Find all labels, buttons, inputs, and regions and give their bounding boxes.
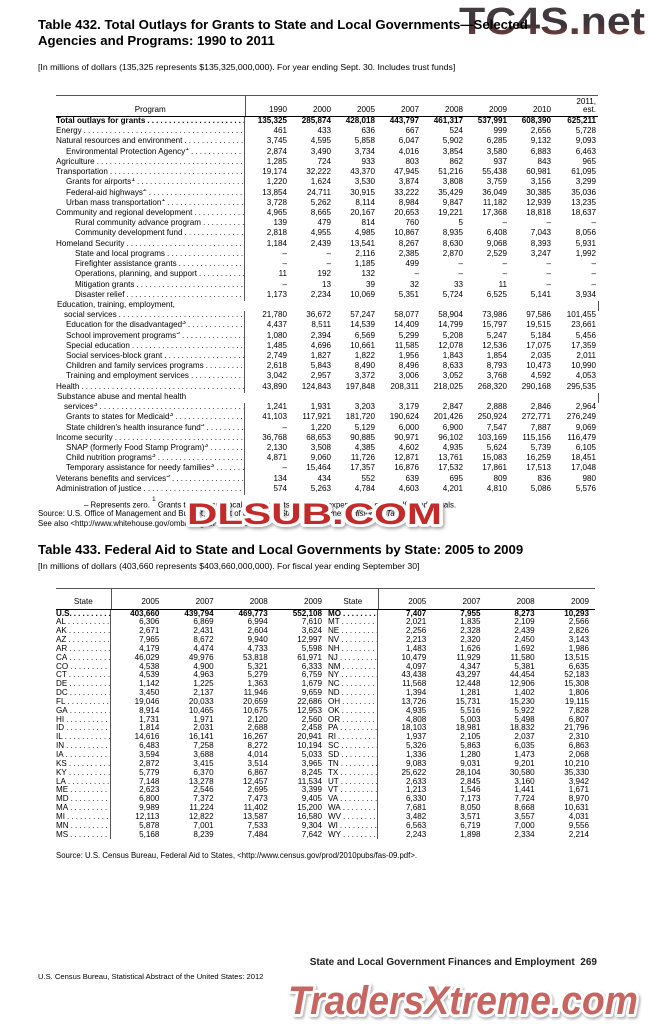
svg-text:DLSUB.COM: DLSUB.COM xyxy=(187,498,442,531)
svg-text:TradersXtreme.com: TradersXtreme.com xyxy=(288,979,638,1023)
